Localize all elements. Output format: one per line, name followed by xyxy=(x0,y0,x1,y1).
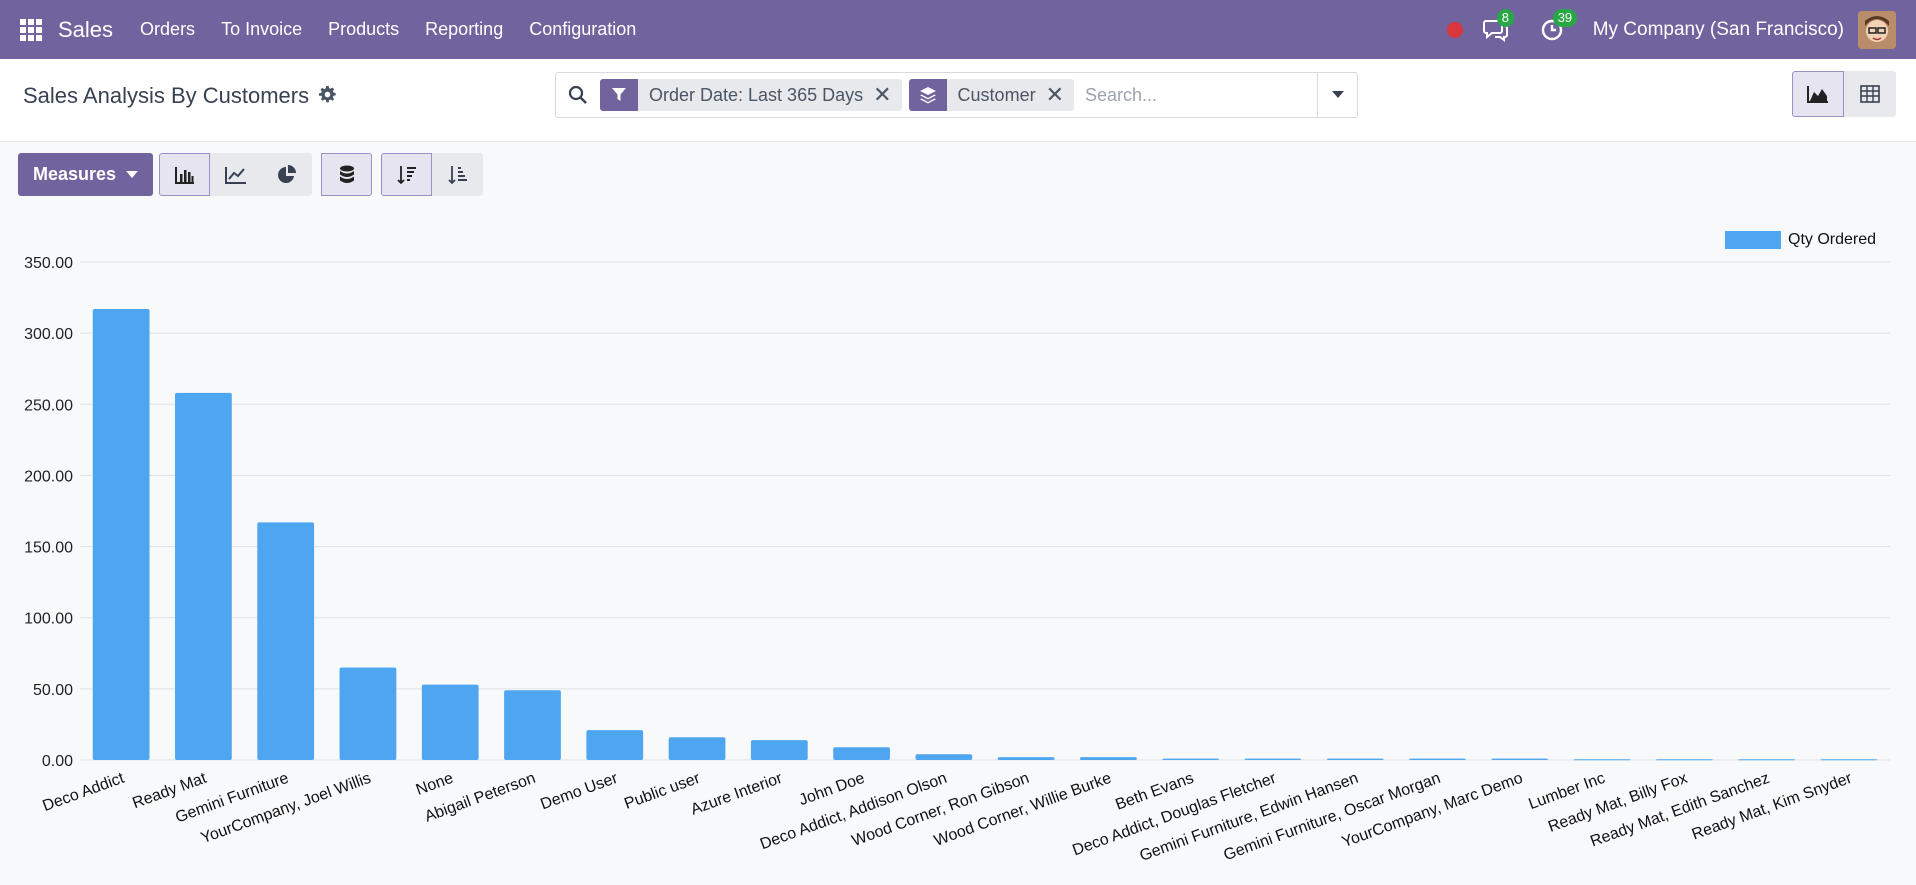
record-icon[interactable] xyxy=(1446,21,1463,38)
menu-configuration[interactable]: Configuration xyxy=(529,19,637,39)
gear-icon[interactable] xyxy=(319,83,336,109)
area-chart-icon xyxy=(1807,86,1828,103)
bar[interactable] xyxy=(750,740,808,760)
line-chart-button[interactable] xyxy=(210,153,262,196)
page-title-text: Sales Analysis By Customers xyxy=(23,83,310,108)
bar[interactable] xyxy=(997,757,1055,760)
menu-reporting[interactable]: Reporting xyxy=(425,19,504,39)
activities-count-badge: 39 xyxy=(1552,8,1578,27)
facet-label: Order Date: Last 365 Days xyxy=(649,84,864,105)
messages-count-badge: 8 xyxy=(1496,8,1514,27)
layers-icon xyxy=(908,79,947,111)
stacked-group xyxy=(321,153,373,196)
x-tick-label: Deco Addict xyxy=(40,770,127,815)
sort-descending-icon xyxy=(396,165,416,184)
graph-view-button[interactable] xyxy=(1792,71,1844,117)
chart-type-group xyxy=(159,153,313,196)
table-icon xyxy=(1860,85,1880,103)
view-switcher xyxy=(1792,71,1896,117)
bar[interactable] xyxy=(1491,758,1549,760)
facet-order-date: Order Date: Last 365 Days ✕ xyxy=(600,79,902,111)
legend-swatch xyxy=(1725,231,1781,249)
bar[interactable] xyxy=(1409,758,1466,760)
sort-ascending-icon xyxy=(447,165,467,184)
y-tick-label: 200.00 xyxy=(24,468,73,485)
measures-dropdown-button[interactable]: Measures xyxy=(18,153,154,196)
filter-icon xyxy=(600,79,638,111)
y-tick-label: 350.00 xyxy=(24,255,73,272)
sort-descending-button[interactable] xyxy=(381,153,433,196)
bar[interactable] xyxy=(1162,758,1220,760)
caret-down-icon xyxy=(126,171,139,178)
bar[interactable] xyxy=(504,690,561,760)
messages-button[interactable]: 8 xyxy=(1481,8,1514,45)
facet-customer: Customer ✕ xyxy=(908,79,1075,111)
bar[interactable] xyxy=(1820,759,1878,761)
top-navbar: Sales Orders To Invoice Products Reporti… xyxy=(0,0,1916,59)
y-tick-label: 100.00 xyxy=(24,611,73,628)
pivot-view-button[interactable] xyxy=(1844,71,1896,117)
x-tick-label: None xyxy=(414,770,456,799)
bar[interactable] xyxy=(175,392,232,760)
graph-toolbar: Measures xyxy=(18,153,492,196)
app-menu-icon[interactable] xyxy=(0,0,62,59)
sort-ascending-button[interactable] xyxy=(432,153,484,196)
bar[interactable] xyxy=(833,747,890,760)
x-tick-label: Azure Interior xyxy=(689,770,786,819)
pie-chart-button[interactable] xyxy=(261,153,313,196)
y-tick-label: 150.00 xyxy=(24,540,73,557)
bar[interactable] xyxy=(915,754,973,760)
activities-button[interactable]: 39 xyxy=(1537,8,1578,45)
menu-orders[interactable]: Orders xyxy=(140,19,196,39)
bar-chart-icon xyxy=(174,166,194,184)
bar-chart-button[interactable] xyxy=(159,153,211,196)
y-tick-label: 300.00 xyxy=(24,326,73,343)
stacked-button[interactable] xyxy=(321,153,373,196)
bar[interactable] xyxy=(1738,759,1795,761)
bar[interactable] xyxy=(1080,757,1137,760)
page-title: Sales Analysis By Customers xyxy=(23,83,336,109)
chart-legend[interactable]: Qty Ordered xyxy=(1725,231,1876,249)
clock-icon xyxy=(1541,19,1562,40)
bar[interactable] xyxy=(92,308,150,760)
bar[interactable] xyxy=(339,667,397,760)
menu-to-invoice[interactable]: To Invoice xyxy=(221,19,303,39)
database-icon xyxy=(339,165,354,183)
bar[interactable] xyxy=(668,737,726,760)
y-tick-label: 0.00 xyxy=(42,753,73,770)
search-input[interactable] xyxy=(1081,84,1322,106)
y-tick-label: 250.00 xyxy=(24,397,73,414)
sort-group xyxy=(381,153,484,196)
bar[interactable] xyxy=(586,730,644,760)
bar[interactable] xyxy=(1573,759,1631,761)
caret-down-icon xyxy=(1331,91,1344,98)
measures-label: Measures xyxy=(33,164,117,184)
company-switcher[interactable]: My Company (San Francisco) xyxy=(1592,18,1844,40)
control-panel: Sales Analysis By Customers Order Date: … xyxy=(0,59,1916,142)
user-avatar[interactable] xyxy=(1858,10,1896,49)
menu-products[interactable]: Products xyxy=(328,19,400,39)
legend-label: Qty Ordered xyxy=(1788,231,1877,248)
facet-label: Customer xyxy=(957,84,1036,105)
bar[interactable] xyxy=(421,684,479,760)
search-bar: Order Date: Last 365 Days ✕ Customer ✕ xyxy=(555,72,1358,118)
pie-chart-icon xyxy=(277,164,296,183)
remove-facet-icon[interactable]: ✕ xyxy=(873,82,892,107)
search-icon[interactable] xyxy=(556,73,600,117)
y-tick-label: 50.00 xyxy=(33,682,73,699)
bar-chart: 0.00 50.00 100.00 150.00 200.00 250.00 300.00 3… xyxy=(24,255,1890,865)
bar[interactable] xyxy=(1326,758,1384,760)
bar[interactable] xyxy=(1655,759,1713,761)
x-tick-label: Demo User xyxy=(538,770,620,814)
systray: 8 39 My Company (San Francisco) xyxy=(1446,0,1916,59)
remove-facet-icon[interactable]: ✕ xyxy=(1045,82,1065,107)
search-options-toggle[interactable] xyxy=(1317,73,1357,117)
bar[interactable] xyxy=(1244,758,1302,760)
app-name[interactable]: Sales xyxy=(58,16,114,42)
line-chart-icon xyxy=(224,166,246,184)
bar[interactable] xyxy=(257,522,315,760)
